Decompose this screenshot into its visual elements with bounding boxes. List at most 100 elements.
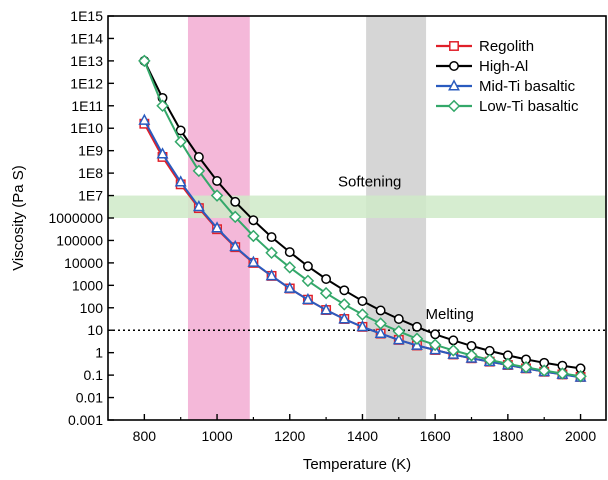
- y-axis-title: Viscosity (Pa S): [10, 165, 27, 271]
- data-point-high-al: [412, 321, 422, 332]
- x-tick-label: 1800: [492, 428, 523, 444]
- data-point-low-ti-basaltic: [138, 54, 151, 68]
- data-point-high-al: [248, 215, 259, 226]
- annotations-layer: Softening Melting: [338, 174, 474, 323]
- data-point-mid-ti-basaltic: [156, 147, 169, 159]
- data-point-high-al: [302, 261, 313, 272]
- data-point-low-ti-basaltic: [410, 332, 424, 346]
- legend-marker-low-ti-basaltic: [447, 99, 461, 113]
- annotation-softening: Softening: [338, 174, 401, 191]
- x-tick-label: 1400: [347, 428, 378, 444]
- data-point-mid-ti-basaltic: [247, 255, 260, 267]
- y-tick-label: 1E15: [70, 8, 103, 24]
- data-point-low-ti-basaltic: [465, 349, 478, 362]
- data-point-low-ti-basaltic: [447, 344, 460, 357]
- legend-label-high-al: High-Al: [479, 58, 528, 75]
- data-point-high-al: [193, 152, 204, 162]
- data-point-low-ti-basaltic: [501, 357, 515, 371]
- legend-marker-mid-ti-basaltic: [448, 79, 460, 91]
- data-point-high-al: [357, 296, 368, 306]
- y-tick-label: 1E7: [78, 188, 103, 204]
- data-point-low-ti-basaltic: [574, 369, 587, 383]
- data-point-high-al: [393, 314, 404, 324]
- x-axis: 800 1000 1200 1400 1600 1800 2000: [133, 414, 596, 444]
- data-point-mid-ti-basaltic: [301, 292, 314, 305]
- legend-label-regolith: Regolith: [479, 38, 534, 55]
- data-point-high-al: [230, 196, 241, 207]
- y-tick-label: 0.1: [84, 367, 104, 383]
- y-tick-label: 100000: [56, 232, 103, 248]
- data-point-low-ti-basaltic: [537, 364, 551, 377]
- y-tick-label: 1E9: [78, 143, 103, 159]
- data-point-high-al: [339, 285, 350, 296]
- data-point-mid-ti-basaltic: [392, 333, 405, 345]
- x-tick-label: 1600: [420, 428, 451, 444]
- data-point-low-ti-basaltic: [392, 325, 406, 338]
- data-point-high-al: [448, 335, 459, 346]
- legend-marker-regolith: [449, 41, 459, 51]
- y-tick-label: 1E10: [70, 120, 103, 136]
- data-point-mid-ti-basaltic: [265, 269, 278, 281]
- data-point-mid-ti-basaltic: [320, 303, 333, 315]
- x-tick-label: 2000: [565, 428, 596, 444]
- y-tick-label: 10: [87, 322, 103, 338]
- data-point-mid-ti-basaltic: [283, 281, 296, 293]
- series-high-al: [139, 55, 586, 374]
- data-point-low-ti-basaltic: [283, 261, 297, 274]
- data-point-high-al: [375, 305, 386, 316]
- data-point-low-ti-basaltic: [519, 360, 533, 374]
- y-tick-label: 1000000: [48, 210, 103, 226]
- data-point-low-ti-basaltic: [556, 367, 569, 380]
- data-point-low-ti-basaltic: [192, 164, 206, 178]
- data-point-low-ti-basaltic: [301, 274, 315, 288]
- y-tick-label: 1E11: [71, 98, 103, 114]
- y-tick-label: 0.01: [76, 390, 103, 406]
- y-axis: 0.001 0.01 0.1 1 10 100 1000 10000 100000 1000000…: [48, 8, 114, 428]
- data-point-high-al: [266, 232, 277, 243]
- legend-marker-high-al: [449, 61, 459, 71]
- data-point-low-ti-basaltic: [247, 229, 260, 243]
- data-point-low-ti-basaltic: [356, 308, 369, 321]
- x-tick-label: 1000: [201, 428, 232, 444]
- legend-label-mid-ti-basaltic: Mid-Ti basaltic: [479, 78, 576, 95]
- data-point-high-al: [212, 176, 223, 186]
- data-point-mid-ti-basaltic: [192, 199, 205, 212]
- data-point-high-al: [430, 329, 441, 340]
- x-tick-label: 800: [133, 428, 157, 444]
- data-point-mid-ti-basaltic: [374, 326, 387, 339]
- data-point-low-ti-basaltic: [374, 317, 387, 330]
- data-point-low-ti-basaltic: [319, 286, 333, 300]
- data-point-high-al: [321, 274, 332, 284]
- y-tick-label: 1E14: [70, 30, 103, 46]
- data-point-mid-ti-basaltic: [211, 221, 223, 233]
- y-tick-label: 10000: [64, 255, 103, 271]
- data-point-low-ti-basaltic: [210, 189, 224, 202]
- data-point-low-ti-basaltic: [428, 338, 442, 352]
- y-tick-label: 1E12: [70, 75, 103, 91]
- series-low-ti-basaltic: [138, 54, 587, 383]
- annotation-melting: Melting: [426, 306, 474, 323]
- data-point-low-ti-basaltic: [265, 246, 278, 260]
- data-point-high-al: [284, 247, 295, 258]
- y-tick-label: 1: [95, 345, 103, 361]
- data-point-low-ti-basaltic: [174, 135, 187, 148]
- data-point-high-al: [175, 125, 186, 136]
- data-point-mid-ti-basaltic: [138, 113, 151, 125]
- legend-label-low-ti-basaltic: Low-Ti basaltic: [479, 98, 579, 115]
- data-point-mid-ti-basaltic: [229, 239, 242, 252]
- y-tick-label: 1000: [72, 277, 103, 293]
- series-layer: [138, 54, 587, 383]
- x-axis-title: Temperature (K): [303, 456, 411, 473]
- data-point-low-ti-basaltic: [483, 353, 496, 367]
- legend: Regolith High-Al Mid-Ti basaltic Low-Ti bas…: [436, 38, 579, 115]
- data-point-mid-ti-basaltic: [174, 175, 187, 187]
- x-tick-label: 1200: [274, 428, 305, 444]
- band-horizontal-2: [108, 195, 606, 218]
- data-point-mid-ti-basaltic: [356, 320, 369, 332]
- y-tick-label: 1E8: [78, 165, 103, 181]
- y-tick-label: 100: [80, 300, 104, 316]
- data-point-low-ti-basaltic: [228, 210, 242, 224]
- data-point-high-al: [466, 340, 477, 351]
- data-point-low-ti-basaltic: [156, 99, 169, 113]
